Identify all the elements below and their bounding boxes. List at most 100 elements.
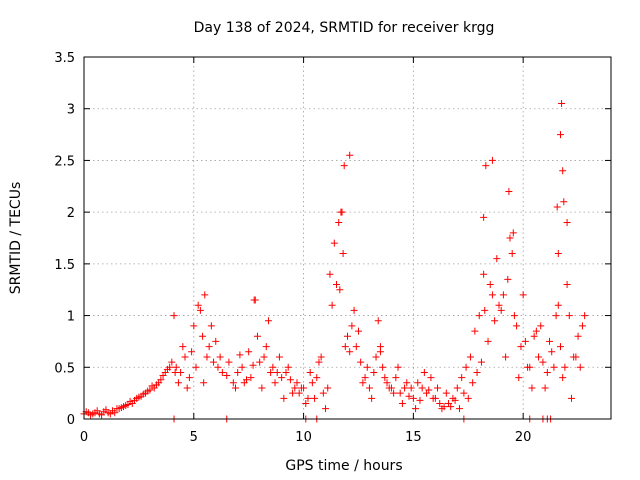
- data-point: [537, 322, 545, 330]
- data-point: [135, 393, 143, 401]
- data-point: [304, 394, 312, 402]
- x-tick-label: 5: [190, 430, 198, 445]
- data-point: [190, 322, 198, 330]
- data-point: [374, 317, 382, 325]
- data-point: [521, 337, 529, 345]
- data-points: [80, 100, 589, 423]
- data-point: [506, 234, 514, 242]
- data-point: [245, 348, 253, 356]
- data-point: [546, 337, 554, 345]
- data-point: [326, 270, 334, 278]
- data-point: [480, 270, 488, 278]
- y-tick-label: 3.5: [54, 51, 75, 66]
- data-point: [183, 384, 191, 392]
- data-point: [289, 389, 297, 397]
- data-point: [306, 368, 314, 376]
- plot-frame: [83, 56, 612, 420]
- y-tick-label: 0.5: [54, 361, 75, 376]
- data-point: [352, 343, 360, 351]
- data-point: [313, 374, 321, 382]
- y-tick-label: 2: [67, 206, 75, 221]
- data-point: [574, 332, 582, 340]
- data-point: [122, 402, 130, 410]
- data-point: [412, 405, 420, 413]
- data-point: [447, 403, 455, 411]
- data-point: [87, 411, 95, 419]
- data-point: [278, 374, 286, 382]
- data-point: [368, 394, 376, 402]
- data-point: [286, 376, 294, 384]
- data-point: [556, 343, 564, 351]
- data-point: [348, 322, 356, 330]
- axis-ticks: 0 0.5 1 1.5 2 2.5 3 3.5 0 5 10 15 20: [54, 51, 611, 445]
- data-point: [524, 363, 532, 371]
- data-point: [473, 368, 481, 376]
- data-point: [390, 389, 398, 397]
- data-point: [510, 312, 518, 320]
- data-point: [578, 322, 586, 330]
- data-point: [253, 332, 261, 340]
- data-point: [317, 353, 325, 361]
- data-point: [210, 358, 218, 366]
- data-point: [403, 379, 411, 387]
- data-point: [319, 389, 327, 397]
- data-point: [469, 379, 477, 387]
- data-point: [563, 281, 571, 289]
- data-point: [256, 358, 264, 366]
- data-point: [464, 394, 472, 402]
- data-point: [249, 361, 257, 369]
- data-point: [541, 384, 549, 392]
- data-point: [109, 407, 117, 415]
- data-point: [528, 384, 536, 392]
- data-point: [258, 384, 266, 392]
- data-point: [196, 306, 204, 314]
- data-point: [458, 374, 466, 382]
- data-point: [148, 382, 156, 390]
- data-point: [194, 301, 202, 309]
- data-point: [392, 374, 400, 382]
- data-point: [532, 327, 540, 335]
- data-point: [460, 389, 468, 397]
- data-point: [264, 317, 272, 325]
- data-point: [429, 394, 437, 402]
- data-point: [179, 343, 187, 351]
- y-tick-label: 0: [67, 413, 75, 428]
- data-point: [295, 389, 303, 397]
- data-point: [161, 368, 169, 376]
- data-point: [212, 337, 220, 345]
- data-point: [354, 327, 362, 335]
- data-point: [442, 389, 450, 397]
- data-point: [229, 379, 237, 387]
- data-point: [509, 229, 517, 237]
- data-point: [453, 384, 461, 392]
- data-point: [401, 384, 409, 392]
- data-point: [480, 213, 488, 221]
- data-point: [561, 363, 569, 371]
- data-point: [339, 250, 347, 258]
- data-point: [416, 396, 424, 404]
- data-point: [223, 372, 231, 380]
- data-point: [284, 363, 292, 371]
- data-point: [499, 291, 507, 299]
- data-point: [488, 156, 496, 164]
- data-point: [324, 384, 332, 392]
- data-point: [166, 363, 174, 371]
- data-point: [336, 286, 344, 294]
- data-point: [225, 358, 233, 366]
- data-point: [216, 353, 224, 361]
- data-point: [267, 368, 275, 376]
- data-point: [200, 379, 208, 387]
- data-point: [174, 379, 182, 387]
- data-point: [192, 363, 200, 371]
- data-point: [495, 301, 503, 309]
- data-point: [340, 162, 348, 170]
- data-point: [556, 131, 564, 139]
- data-point: [434, 384, 442, 392]
- data-point: [328, 301, 336, 309]
- x-tick-label: 0: [80, 430, 88, 445]
- data-point: [250, 296, 258, 304]
- data-point: [152, 381, 160, 389]
- data-point: [311, 394, 319, 402]
